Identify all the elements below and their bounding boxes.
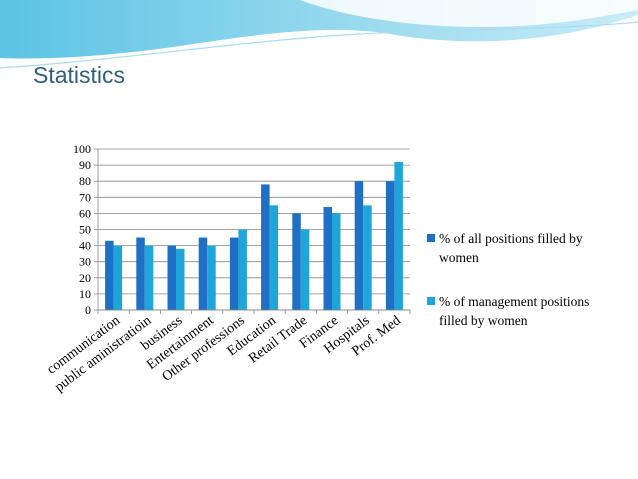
legend-swatch-series-1 [427, 234, 435, 242]
x-axis [97, 149, 411, 314]
bar-series-2-3 [207, 245, 216, 310]
bar-series-2-0 [113, 245, 123, 310]
header-wave-decoration [0, 0, 638, 69]
bar-series-2-5 [269, 205, 279, 310]
slide-title: Statistics [33, 62, 126, 88]
y-tick-label: 0 [85, 303, 91, 317]
bar-series-2-6 [300, 229, 310, 310]
y-tick-label: 100 [73, 142, 91, 156]
y-tick-label: 30 [79, 255, 91, 269]
bar-series-2-8 [363, 205, 372, 310]
y-tick-label: 50 [79, 223, 91, 237]
bar-series-2-4 [238, 229, 247, 310]
bar-series-1-4 [229, 237, 239, 310]
y-tick-label: 20 [79, 271, 91, 285]
bar-series-1-5 [261, 184, 270, 310]
y-tick-label: 40 [79, 239, 91, 253]
bar-series-2-7 [332, 213, 341, 310]
y-tick-label: 80 [79, 174, 91, 188]
bar-series-2-9 [394, 161, 403, 310]
bars [105, 161, 403, 310]
legend-label-series-2: % of management positions filled by wome… [439, 294, 590, 328]
bar-series-1-7 [323, 206, 332, 310]
y-tick-label: 10 [79, 287, 91, 301]
y-tick-label: 60 [79, 206, 91, 220]
bar-series-1-6 [292, 213, 301, 310]
bar-series-1-8 [354, 181, 364, 310]
bar-series-1-1 [136, 237, 145, 310]
legend-item-series-1: % of all positions filled by women [427, 229, 617, 267]
y-tick-label: 90 [79, 158, 91, 172]
y-axis-ticks: 0 10 20 30 40 50 60 70 80 90 100 [73, 142, 98, 317]
legend-label-series-1: % of all positions filled by women [439, 231, 583, 265]
bar-series-1-2 [167, 245, 176, 310]
bar-series-1-3 [198, 237, 208, 310]
bar-series-2-1 [144, 245, 154, 310]
y-tick-label: 70 [79, 190, 91, 204]
legend-swatch-series-2 [427, 297, 435, 305]
bar-series-2-2 [176, 248, 185, 310]
bar-series-1-0 [105, 240, 114, 310]
bar-series-1-9 [385, 181, 395, 310]
legend-item-series-2: % of management positions filled by wome… [427, 292, 617, 330]
